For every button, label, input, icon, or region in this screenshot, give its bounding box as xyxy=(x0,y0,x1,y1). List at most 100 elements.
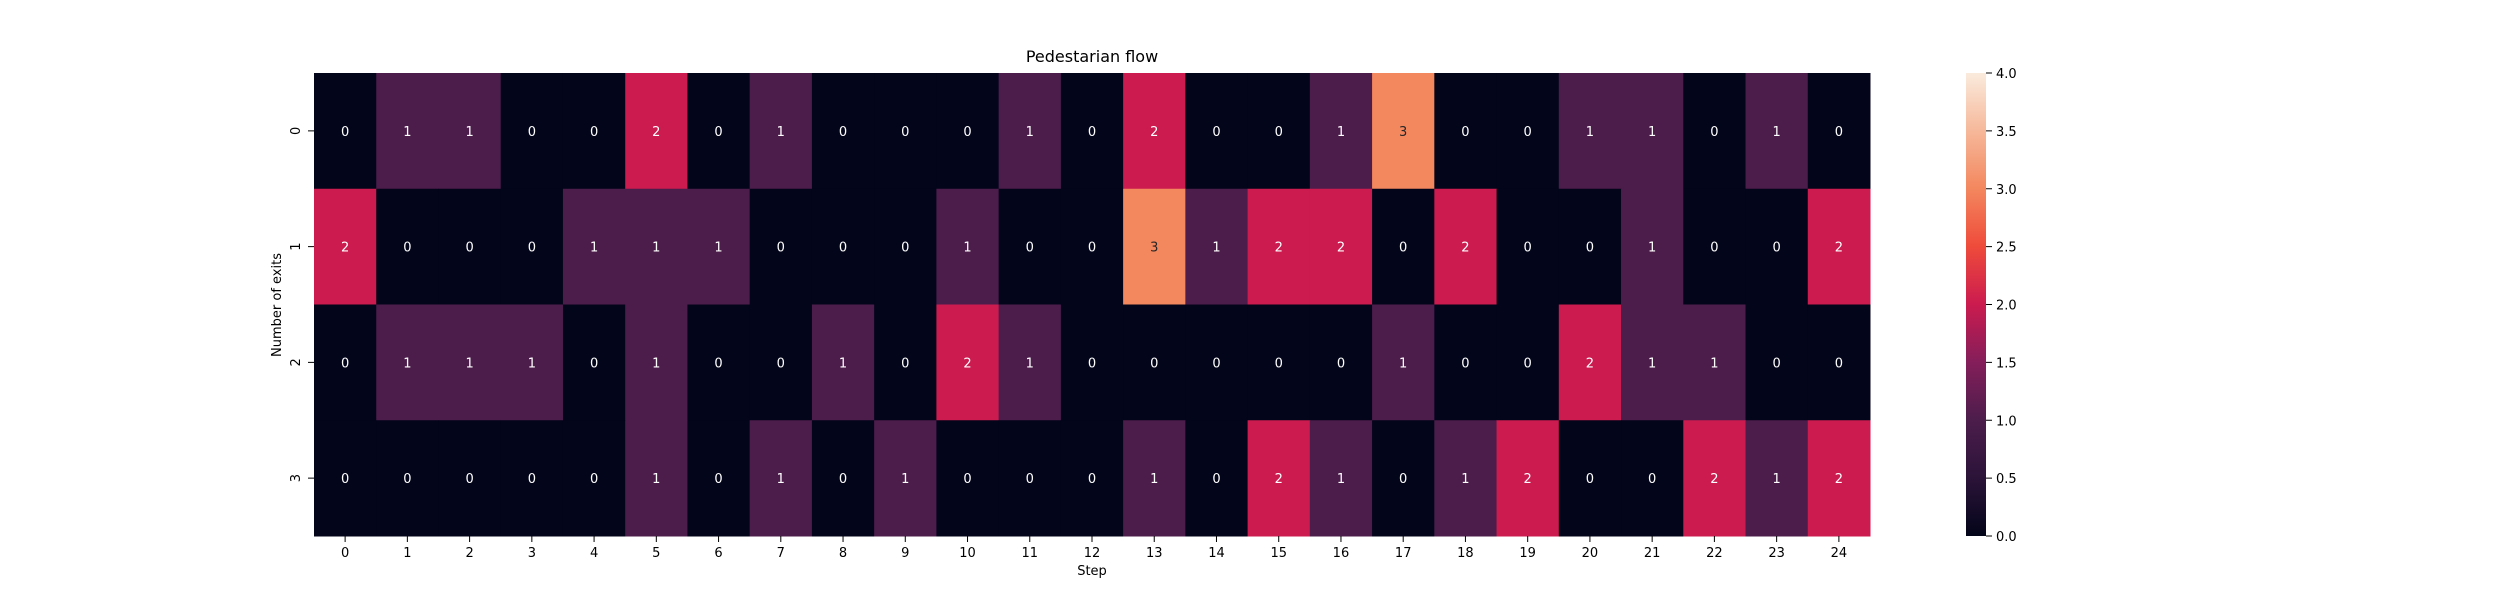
cell-label-2-7: 0 xyxy=(777,356,785,371)
cell-label-2-10: 2 xyxy=(963,356,971,371)
heatmap-cell-0-21 xyxy=(1621,73,1684,190)
heatmap-cell-0-8 xyxy=(811,73,875,190)
y-axis-label: Number of exits xyxy=(270,253,285,357)
cell-label-3-18: 1 xyxy=(1461,472,1469,487)
x-tick-label-16: 16 xyxy=(1333,546,1350,561)
colorbar-tick-label-3: 1.5 xyxy=(1996,356,2017,371)
heatmap-cell-3-24 xyxy=(1807,420,1871,537)
heatmap-cell-3-20 xyxy=(1558,420,1622,537)
cell-label-0-2: 1 xyxy=(465,125,473,140)
y-tick-label-3: 3 xyxy=(289,474,304,482)
heatmap-cell-3-1 xyxy=(376,420,439,537)
cell-label-1-0: 2 xyxy=(341,241,349,256)
cell-label-3-2: 0 xyxy=(465,472,473,487)
cell-label-1-11: 0 xyxy=(1026,241,1034,256)
heatmap-cell-1-4 xyxy=(562,188,626,305)
colorbar-tick-label-4: 2.0 xyxy=(1996,299,2017,314)
cell-label-0-14: 0 xyxy=(1212,125,1220,140)
heatmap-cell-0-4 xyxy=(562,73,626,190)
cell-label-1-5: 1 xyxy=(652,241,660,256)
heatmap-cell-1-14 xyxy=(1185,188,1249,305)
cell-label-2-24: 0 xyxy=(1835,356,1843,371)
cell-label-0-24: 0 xyxy=(1835,125,1843,140)
cell-label-0-6: 0 xyxy=(714,125,722,140)
heatmap-cell-1-1 xyxy=(376,188,439,305)
cell-label-1-6: 1 xyxy=(714,241,722,256)
x-tick-label-22: 22 xyxy=(1706,546,1723,561)
heatmap-cell-3-19 xyxy=(1496,420,1560,537)
y-tick-label-1: 1 xyxy=(289,242,304,250)
cell-label-1-20: 0 xyxy=(1586,241,1594,256)
colorbar-tick-label-6: 3.0 xyxy=(1996,183,2017,198)
x-tick-label-11: 11 xyxy=(1021,546,1038,561)
heatmap-cell-1-10 xyxy=(936,188,1000,305)
heatmap-cell-2-15 xyxy=(1247,304,1311,421)
heatmap-cell-0-0 xyxy=(314,73,377,190)
heatmap-cell-2-1 xyxy=(376,304,439,421)
heatmap-cell-2-23 xyxy=(1745,304,1809,421)
heatmap-cell-0-22 xyxy=(1683,73,1747,190)
heatmap-cell-1-22 xyxy=(1683,188,1747,305)
heatmap-cell-3-17 xyxy=(1372,420,1435,537)
cell-label-0-7: 1 xyxy=(777,125,785,140)
cell-label-2-18: 0 xyxy=(1461,356,1469,371)
cell-label-1-13: 3 xyxy=(1150,241,1158,256)
heatmap-cell-2-20 xyxy=(1558,304,1622,421)
heatmap-cell-1-0 xyxy=(314,188,377,305)
heatmap-cell-0-18 xyxy=(1434,73,1498,190)
heatmap-cell-2-24 xyxy=(1807,304,1871,421)
heatmap-cell-1-20 xyxy=(1558,188,1622,305)
cell-label-0-1: 1 xyxy=(403,125,411,140)
heatmap-cell-0-16 xyxy=(1309,73,1373,190)
heatmap-cell-2-21 xyxy=(1621,304,1684,421)
cell-label-1-21: 1 xyxy=(1648,241,1656,256)
cell-label-3-21: 0 xyxy=(1648,472,1656,487)
heatmap-cell-3-11 xyxy=(998,420,1062,537)
cell-label-3-19: 2 xyxy=(1524,472,1532,487)
heatmap-cell-2-0 xyxy=(314,304,377,421)
colorbar-tick-label-7: 3.5 xyxy=(1996,125,2017,140)
heatmap-cell-3-21 xyxy=(1621,420,1684,537)
cell-label-1-15: 2 xyxy=(1275,241,1283,256)
cell-label-3-13: 1 xyxy=(1150,472,1158,487)
heatmap-cell-3-23 xyxy=(1745,420,1809,537)
heatmap-cell-1-23 xyxy=(1745,188,1809,305)
heatmap-cell-3-5 xyxy=(625,420,688,537)
cell-label-1-10: 1 xyxy=(963,241,971,256)
cell-label-1-1: 0 xyxy=(403,241,411,256)
cell-label-0-16: 1 xyxy=(1337,125,1345,140)
cell-label-2-17: 1 xyxy=(1399,356,1407,371)
cell-label-3-3: 0 xyxy=(528,472,536,487)
heatmap-cell-1-17 xyxy=(1372,188,1435,305)
heatmap-cell-2-9 xyxy=(874,304,937,421)
cell-label-3-22: 2 xyxy=(1710,472,1718,487)
cell-label-2-6: 0 xyxy=(714,356,722,371)
heatmap-cell-3-0 xyxy=(314,420,377,537)
heatmap-cell-3-14 xyxy=(1185,420,1249,537)
heatmap-cell-0-24 xyxy=(1807,73,1871,190)
cell-label-1-14: 1 xyxy=(1212,241,1220,256)
x-tick-label-23: 23 xyxy=(1768,546,1785,561)
heatmap-cell-1-8 xyxy=(811,188,875,305)
heatmap-cell-1-12 xyxy=(1060,188,1124,305)
heatmap-cell-2-18 xyxy=(1434,304,1498,421)
cell-label-2-14: 0 xyxy=(1212,356,1220,371)
cell-label-0-18: 0 xyxy=(1461,125,1469,140)
heatmap-cell-2-8 xyxy=(811,304,875,421)
heatmap-cell-0-5 xyxy=(625,73,688,190)
cell-label-2-20: 2 xyxy=(1586,356,1594,371)
y-tick-label-2: 2 xyxy=(289,358,304,366)
cell-label-3-9: 1 xyxy=(901,472,909,487)
heatmap-cell-2-12 xyxy=(1060,304,1124,421)
x-tick-label-2: 2 xyxy=(465,546,473,561)
cell-label-1-24: 2 xyxy=(1835,241,1843,256)
cell-label-0-8: 0 xyxy=(839,125,847,140)
cell-label-2-11: 1 xyxy=(1026,356,1034,371)
cell-label-2-13: 0 xyxy=(1150,356,1158,371)
cell-label-0-23: 1 xyxy=(1772,125,1780,140)
x-tick-label-20: 20 xyxy=(1582,546,1599,561)
x-tick-label-19: 19 xyxy=(1519,546,1536,561)
heatmap-cell-1-15 xyxy=(1247,188,1311,305)
heatmap-cell-3-16 xyxy=(1309,420,1373,537)
cell-label-1-17: 0 xyxy=(1399,241,1407,256)
